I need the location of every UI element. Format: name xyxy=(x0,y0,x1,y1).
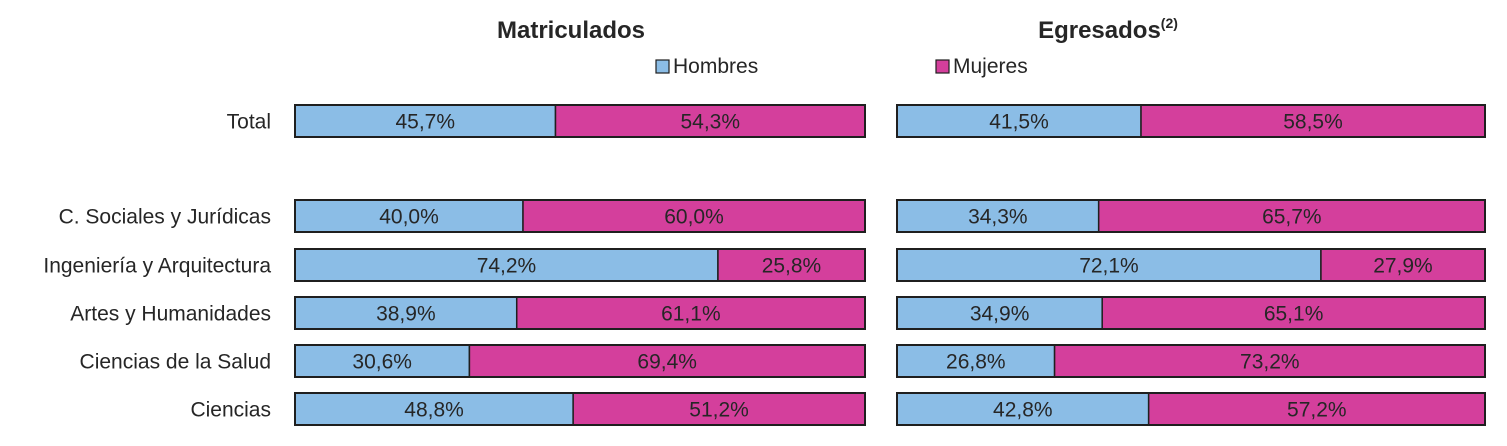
bar-frame xyxy=(294,248,866,282)
bar-row-artes-y-humanidades: 38,9% 61,1% xyxy=(294,296,866,330)
legend-swatch-hombres xyxy=(655,59,670,74)
bar-frame xyxy=(896,392,1486,426)
category-labels: Total C. Sociales y Jurídicas Ingeniería y… xyxy=(43,111,271,422)
data-label-mujeres: 25,8% xyxy=(762,255,822,278)
bar-mujeres xyxy=(572,392,866,426)
bar-mujeres xyxy=(1320,248,1486,282)
bar-row-artes-y-humanidades: 34,9% 65,1% xyxy=(896,296,1486,330)
bar-row-total: 41,5% 58,5% xyxy=(896,104,1486,138)
bar-frame xyxy=(294,392,866,426)
bar-mujeres xyxy=(554,104,866,138)
data-label-hombres: 42,8% xyxy=(993,399,1053,422)
data-label-mujeres: 27,9% xyxy=(1373,255,1433,278)
data-label-mujeres: 51,2% xyxy=(689,399,749,422)
panel-matriculados: 45,7% 54,3% 40,0% 60,0% 74,2% 25,8% 38,9% 61,1%… xyxy=(294,104,866,426)
panel-title-superscript: (2) xyxy=(1161,15,1178,31)
bar-frame xyxy=(294,296,866,330)
category-label-artes-y-humanidades: Artes y Humanidades xyxy=(70,303,271,326)
bar-frame xyxy=(294,104,866,138)
data-label-mujeres: 65,7% xyxy=(1262,206,1322,229)
bar-row-ciencias-de-la-salud: 30,6% 69,4% xyxy=(294,344,866,378)
category-label-total: Total xyxy=(227,111,271,134)
bar-row-ingenieria-y-arquitectura: 72,1% 27,9% xyxy=(896,248,1486,282)
legend-swatch-mujeres xyxy=(935,59,950,74)
bar-mujeres xyxy=(468,344,866,378)
bar-frame xyxy=(896,296,1486,330)
data-label-hombres: 34,9% xyxy=(970,303,1030,326)
data-label-mujeres: 65,1% xyxy=(1264,303,1324,326)
data-label-hombres: 34,3% xyxy=(968,206,1028,229)
legend-label-mujeres: Mujeres xyxy=(953,55,1028,78)
legend-label-hombres: Hombres xyxy=(673,55,758,78)
bar-row-c-sociales-y-juridicas: 34,3% 65,7% xyxy=(896,199,1486,233)
category-label-ciencias: Ciencias xyxy=(190,399,271,422)
bar-row-ciencias: 48,8% 51,2% xyxy=(294,392,866,426)
data-label-mujeres: 60,0% xyxy=(664,206,724,229)
bar-frame xyxy=(896,104,1486,138)
bar-frame xyxy=(294,344,866,378)
bar-frame xyxy=(896,199,1486,233)
data-label-mujeres: 61,1% xyxy=(661,303,721,326)
data-label-mujeres: 57,2% xyxy=(1287,399,1347,422)
bar-mujeres xyxy=(717,248,866,282)
data-label-mujeres: 54,3% xyxy=(680,111,740,134)
bar-row-c-sociales-y-juridicas: 40,0% 60,0% xyxy=(294,199,866,233)
data-label-mujeres: 58,5% xyxy=(1283,111,1343,134)
panel-egresados: 41,5% 58,5% 34,3% 65,7% 72,1% 27,9% 34,9% 65,1%… xyxy=(896,104,1486,426)
data-label-hombres: 38,9% xyxy=(376,303,436,326)
panel-title-matriculados: Matriculados xyxy=(497,17,645,44)
category-label-ciencias-de-la-salud: Ciencias de la Salud xyxy=(80,351,271,374)
bar-frame xyxy=(294,199,866,233)
legend-entry-hombres: Hombres xyxy=(655,55,758,78)
data-label-hombres: 48,8% xyxy=(404,399,464,422)
data-label-hombres: 30,6% xyxy=(352,351,412,374)
panel-title-egresados: Egresados(2) xyxy=(1038,15,1178,44)
data-label-hombres: 26,8% xyxy=(946,351,1006,374)
bar-hombres xyxy=(294,344,471,378)
bar-mujeres xyxy=(1147,392,1486,426)
bar-mujeres xyxy=(1097,199,1486,233)
data-label-hombres: 41,5% xyxy=(989,111,1049,134)
category-label-ingenieria-y-arquitectura: Ingeniería y Arquitectura xyxy=(43,255,271,278)
data-label-mujeres: 69,4% xyxy=(637,351,697,374)
bar-frame xyxy=(896,344,1486,378)
data-label-mujeres: 73,2% xyxy=(1240,351,1300,374)
legend: Hombres Mujeres xyxy=(655,55,1028,78)
bar-row-ciencias: 42,8% 57,2% xyxy=(896,392,1486,426)
data-label-hombres: 40,0% xyxy=(379,206,439,229)
bar-frame xyxy=(896,248,1486,282)
category-label-c-sociales-y-juridicas: C. Sociales y Jurídicas xyxy=(59,206,271,229)
legend-entry-mujeres: Mujeres xyxy=(935,55,1028,78)
bar-hombres xyxy=(896,199,1100,233)
bar-row-total: 45,7% 54,3% xyxy=(294,104,866,138)
data-label-hombres: 74,2% xyxy=(477,255,537,278)
data-label-hombres: 72,1% xyxy=(1079,255,1139,278)
bar-row-ingenieria-y-arquitectura: 74,2% 25,8% xyxy=(294,248,866,282)
data-label-hombres: 45,7% xyxy=(395,111,455,134)
bar-row-ciencias-de-la-salud: 26,8% 73,2% xyxy=(896,344,1486,378)
